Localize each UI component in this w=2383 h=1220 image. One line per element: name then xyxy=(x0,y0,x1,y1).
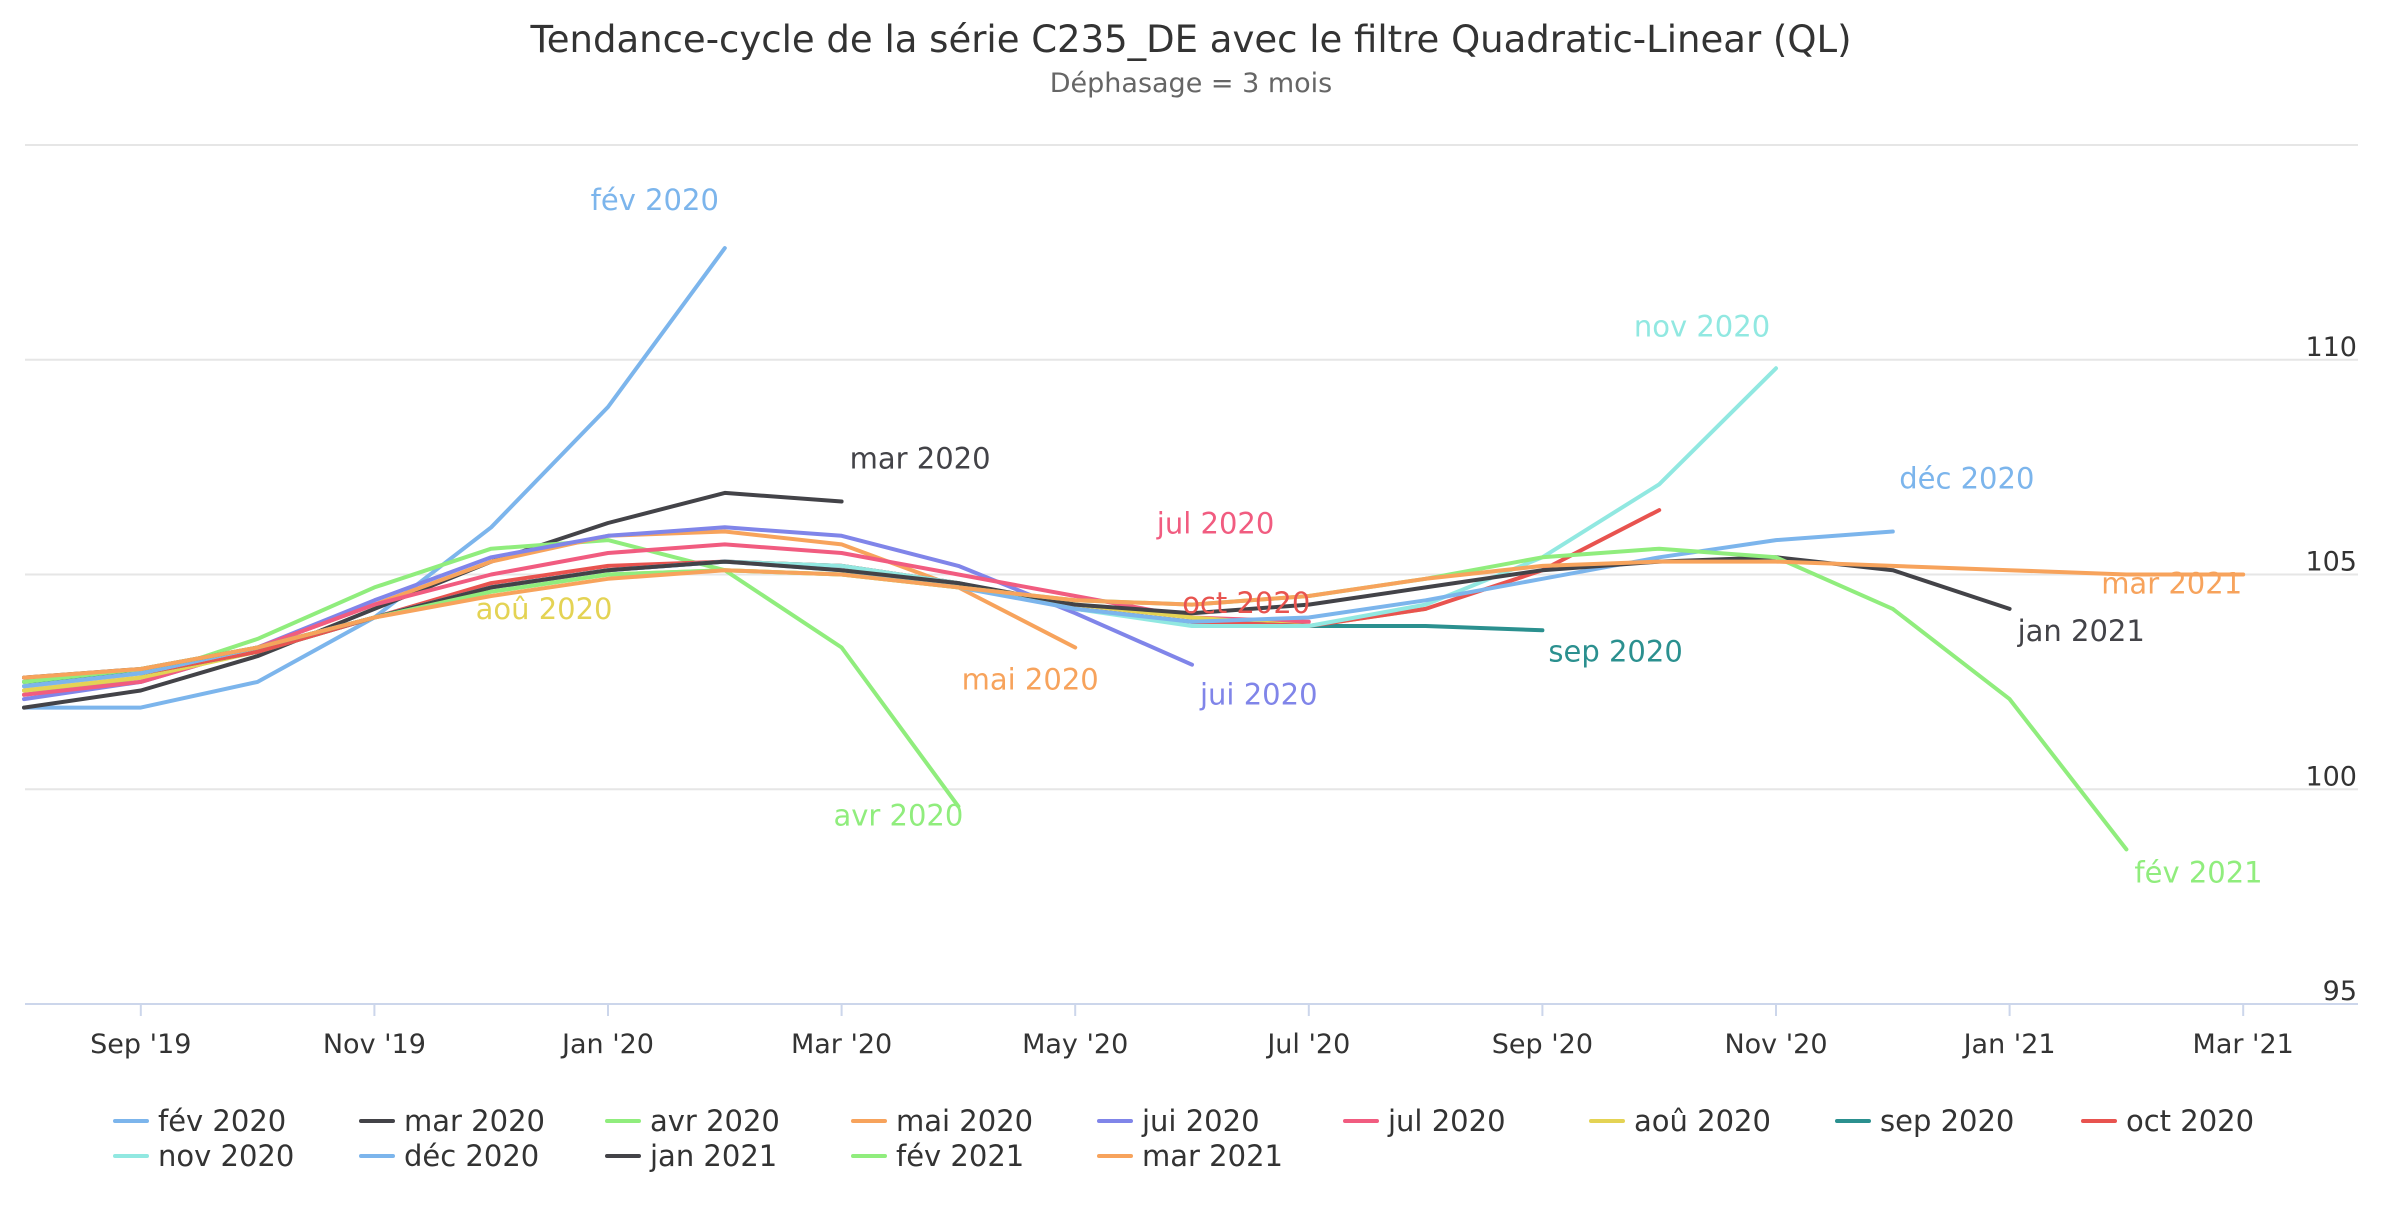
legend-label: aoû 2020 xyxy=(1634,1104,1771,1138)
legend-item: mar 2021 xyxy=(1097,1139,1283,1173)
legend-item: sep 2020 xyxy=(1835,1104,2014,1138)
x-tick-label: Mar '20 xyxy=(791,1029,892,1060)
series-end-label: mai 2020 xyxy=(962,663,1099,697)
series-end-label: fév 2021 xyxy=(2134,855,2262,889)
series-end-label: jui 2020 xyxy=(1199,678,1318,712)
series-end-label: fév 2020 xyxy=(591,183,719,217)
legend-label: jui 2020 xyxy=(1141,1104,1260,1138)
series-end-label: sep 2020 xyxy=(1548,634,1682,668)
series-end-label: mar 2021 xyxy=(2101,567,2242,601)
legend-label: jul 2020 xyxy=(1387,1104,1506,1138)
series-end-labels: fév 2020 mar 2020 avr 2020 mai 2020 jui 2020… xyxy=(476,183,2263,889)
plot-area xyxy=(22,246,2246,852)
series-end-label: mar 2020 xyxy=(850,441,991,475)
legend-item: jul 2020 xyxy=(1343,1104,1506,1138)
series-line xyxy=(22,246,727,710)
x-axis: Sep '19 Nov '19 Jan '20 Mar '20 May '20 Jul '… xyxy=(25,1003,2358,1060)
y-tick-label: 100 xyxy=(2305,761,2357,792)
legend-label: oct 2020 xyxy=(2126,1104,2254,1138)
x-tick-label: Mar '21 xyxy=(2193,1029,2294,1060)
series-end-label: nov 2020 xyxy=(1634,309,1770,343)
legend-item: jui 2020 xyxy=(1097,1104,1260,1138)
y-tick-label: 110 xyxy=(2305,332,2357,363)
legend-label: avr 2020 xyxy=(650,1104,780,1138)
chart-subtitle: Déphasage = 3 mois xyxy=(1050,68,1333,99)
x-tick-label: Sep '20 xyxy=(1492,1029,1593,1060)
series-line xyxy=(22,546,2129,852)
legend-label: mar 2020 xyxy=(404,1104,545,1138)
x-tick-label: Nov '20 xyxy=(1724,1029,1827,1060)
legend-label: fév 2021 xyxy=(896,1139,1024,1173)
series-end-label: déc 2020 xyxy=(1899,462,2034,496)
legend-label: fév 2020 xyxy=(158,1104,286,1138)
series-line xyxy=(22,559,1545,684)
y-axis: 95 100 105 110 xyxy=(2305,332,2357,1007)
legend-item: déc 2020 xyxy=(359,1139,539,1173)
series-end-label: jul 2020 xyxy=(1156,507,1275,541)
legend-label: jan 2021 xyxy=(649,1139,777,1173)
legend-label: mai 2020 xyxy=(896,1104,1033,1138)
x-tick-label: Jan '21 xyxy=(1962,1029,2056,1060)
x-tick-label: Nov '19 xyxy=(323,1029,426,1060)
legend-label: sep 2020 xyxy=(1880,1104,2014,1138)
x-tick-label: Sep '19 xyxy=(90,1029,191,1060)
series-end-label: aoû 2020 xyxy=(476,592,613,626)
legend-item: mai 2020 xyxy=(851,1104,1033,1138)
legend-item: fév 2021 xyxy=(851,1139,1024,1173)
legend-item: avr 2020 xyxy=(605,1104,780,1138)
legend-item: jan 2021 xyxy=(605,1139,777,1173)
legend-item: mar 2020 xyxy=(359,1104,545,1138)
series-line xyxy=(22,490,844,710)
x-tick-label: May '20 xyxy=(1022,1029,1128,1060)
x-tick-label: Jul '20 xyxy=(1265,1029,1350,1060)
legend-item: nov 2020 xyxy=(113,1139,294,1173)
x-tick-label: Jan '20 xyxy=(560,1029,654,1060)
series-line xyxy=(22,559,2246,680)
legend-item: fév 2020 xyxy=(113,1104,286,1138)
legend-item: oct 2020 xyxy=(2081,1104,2254,1138)
legend: fév 2020 mar 2020 avr 2020 mai 2020 jui 2020… xyxy=(113,1104,2254,1173)
legend-item: aoû 2020 xyxy=(1589,1104,1771,1138)
legend-label: nov 2020 xyxy=(158,1139,294,1173)
legend-label: mar 2021 xyxy=(1142,1139,1283,1173)
series-end-label: jan 2021 xyxy=(2017,614,2145,648)
chart-title: Tendance-cycle de la série C235_DE avec … xyxy=(529,18,1851,61)
y-tick-label: 95 xyxy=(2323,976,2357,1007)
series-end-label: oct 2020 xyxy=(1182,586,1310,620)
series-end-label: avr 2020 xyxy=(833,798,963,832)
legend-label: déc 2020 xyxy=(404,1139,539,1173)
y-tick-label: 105 xyxy=(2305,547,2357,578)
